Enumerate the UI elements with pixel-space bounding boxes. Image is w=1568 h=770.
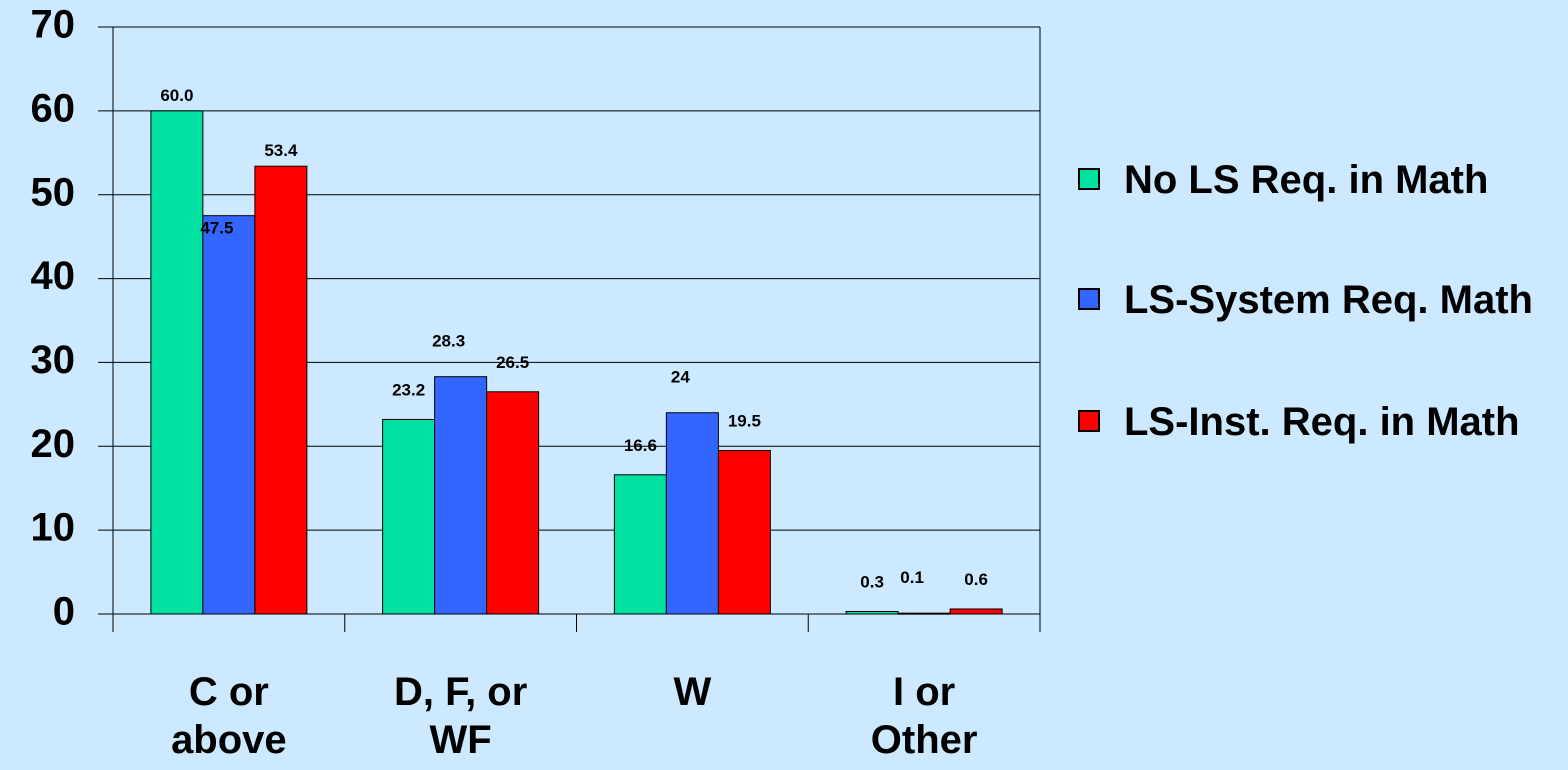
y-tick-label: 10 (31, 506, 76, 550)
bar (949, 608, 1003, 615)
data-label: 0.6 (964, 570, 988, 589)
data-label: 60.0 (160, 86, 193, 105)
x-tick-label: D, F, or WF (393, 670, 528, 762)
data-label: 23.2 (392, 380, 425, 399)
bar (845, 610, 899, 615)
legend-swatch (1078, 168, 1100, 190)
y-tick-label: 0 (53, 590, 75, 634)
x-tick-label: C or above (171, 670, 287, 762)
x-tick-label: I or Other (870, 670, 978, 762)
data-label: 19.5 (728, 411, 761, 430)
bar (486, 391, 540, 615)
bar (717, 449, 771, 615)
y-tick-label: 60 (31, 86, 76, 130)
data-label: 16.6 (624, 436, 657, 455)
data-label: 26.5 (496, 353, 529, 372)
data-label: 0.3 (860, 572, 884, 591)
legend-item: No LS Req. in Math (1078, 154, 1548, 206)
legend-swatch (1078, 288, 1100, 310)
bar (434, 376, 488, 615)
y-tick-label: 40 (31, 254, 76, 298)
data-label: 24 (671, 368, 690, 387)
y-tick-label: 50 (31, 170, 76, 214)
bar (202, 215, 256, 615)
legend-swatch (1078, 410, 1100, 432)
data-label: 53.4 (264, 141, 298, 160)
bar (897, 612, 951, 615)
legend-label: LS-Inst. Req. in Math (1124, 400, 1520, 444)
data-label: 0.1 (900, 568, 924, 587)
bar (382, 418, 436, 615)
data-label: 47.5 (200, 219, 233, 238)
data-label: 28.3 (432, 332, 465, 351)
bar (150, 110, 204, 615)
legend-label: LS-System Req. Math (1124, 278, 1533, 322)
legend-item: LS-Inst. Req. in Math (1078, 396, 1548, 448)
y-tick-label: 30 (31, 338, 76, 382)
legend-item: LS-System Req. Math (1078, 274, 1548, 326)
bar (613, 474, 667, 615)
y-tick-label: 70 (31, 3, 76, 47)
bar (665, 412, 719, 615)
x-tick-label: W (673, 670, 712, 714)
y-tick-label: 20 (31, 422, 76, 466)
bar (254, 165, 308, 615)
legend-label: No LS Req. in Math (1124, 158, 1489, 202)
